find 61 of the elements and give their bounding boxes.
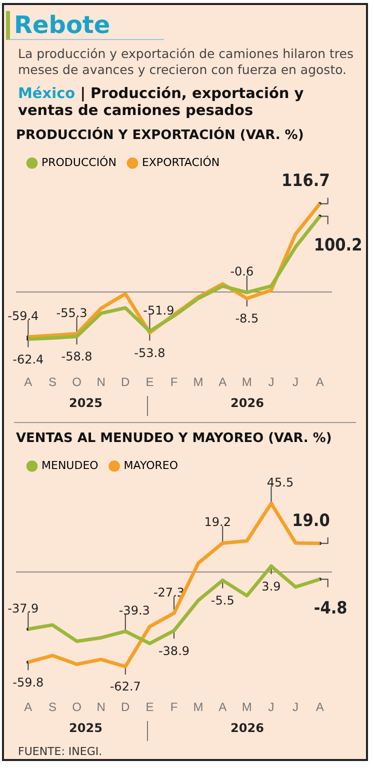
x-tick-label: J <box>268 375 274 390</box>
data-label: 3.9 <box>262 579 281 594</box>
data-label: -37.9 <box>8 601 39 616</box>
x-tick-label: O <box>72 375 82 390</box>
x-tick-label: J <box>292 700 299 714</box>
x-tick-label: S <box>48 375 56 390</box>
x-tick-label: A <box>24 700 32 714</box>
data-label: 116.7 <box>281 171 330 192</box>
x-tick-label: J <box>268 700 274 714</box>
legend-label: MAYOREO <box>124 458 178 472</box>
data-label: -39.3 <box>118 603 150 618</box>
legend-label: MENUDEO <box>42 458 99 472</box>
text: 2026 <box>147 721 346 741</box>
x-tick-label: A <box>218 375 227 390</box>
x-tick-label: N <box>96 700 106 714</box>
chart-title: VENTAS AL MENUDEO Y MAYOREO (VAR. %) <box>16 431 332 446</box>
source-note: FUENTE: INEGI. <box>18 745 104 758</box>
chart-title: PRODUCCIÓN Y EXPORTACIÓN (VAR. %) <box>16 126 304 144</box>
x-tick-label: M <box>193 700 204 714</box>
data-label: -58.8 <box>61 350 92 364</box>
data-label: 19.2 <box>204 515 231 530</box>
text: 2025 <box>68 721 104 737</box>
data-label: -55.3 <box>56 306 88 320</box>
data-label: -0.6 <box>230 264 254 279</box>
data-label: -62.7 <box>110 680 141 694</box>
x-tick-label: E <box>146 700 154 714</box>
x-tick-label: E <box>146 375 154 390</box>
data-label: -4.8 <box>314 598 348 619</box>
x-tick-label: J <box>292 375 299 390</box>
data-label: 19.0 <box>292 510 330 531</box>
text: La producción y exportación de camiones hilaron tres meses de avances y crecieron con fuerza en agosto. <box>18 46 355 78</box>
legend-label: PRODUCCIÓN <box>42 154 116 169</box>
text: Rebote <box>6 11 164 40</box>
text: México <box>18 86 76 102</box>
x-tick-label: M <box>242 375 252 390</box>
data-label: -51.9 <box>143 303 174 318</box>
data-label: -5.5 <box>210 593 234 608</box>
text: 2026 <box>147 396 346 416</box>
data-label: 100.2 <box>314 236 362 256</box>
x-tick-label: D <box>121 700 130 714</box>
x-tick-label: A <box>316 375 324 390</box>
x-tick-label: N <box>96 375 106 390</box>
data-label: -62.4 <box>12 352 44 366</box>
legend-label: EXPORTACIÓN <box>142 154 220 169</box>
x-tick-label: M <box>242 700 252 714</box>
data-label: -38.9 <box>158 644 190 658</box>
x-tick-label: D <box>121 375 130 390</box>
x-tick-label: F <box>170 700 178 714</box>
x-tick-label: S <box>48 700 56 714</box>
x-tick-label: A <box>24 375 32 390</box>
data-label: -53.8 <box>134 346 166 360</box>
x-tick-label: O <box>72 700 82 714</box>
data-label: -59.8 <box>12 675 44 690</box>
x-tick-label: A <box>218 700 227 714</box>
x-tick-label: F <box>170 375 178 390</box>
x-tick-label: M <box>193 375 204 390</box>
data-label: 45.5 <box>266 476 294 490</box>
text: 2025 <box>68 396 104 412</box>
data-label: -59.4 <box>8 309 39 324</box>
x-tick-label: A <box>316 700 324 714</box>
data-label: -8.5 <box>235 312 259 326</box>
